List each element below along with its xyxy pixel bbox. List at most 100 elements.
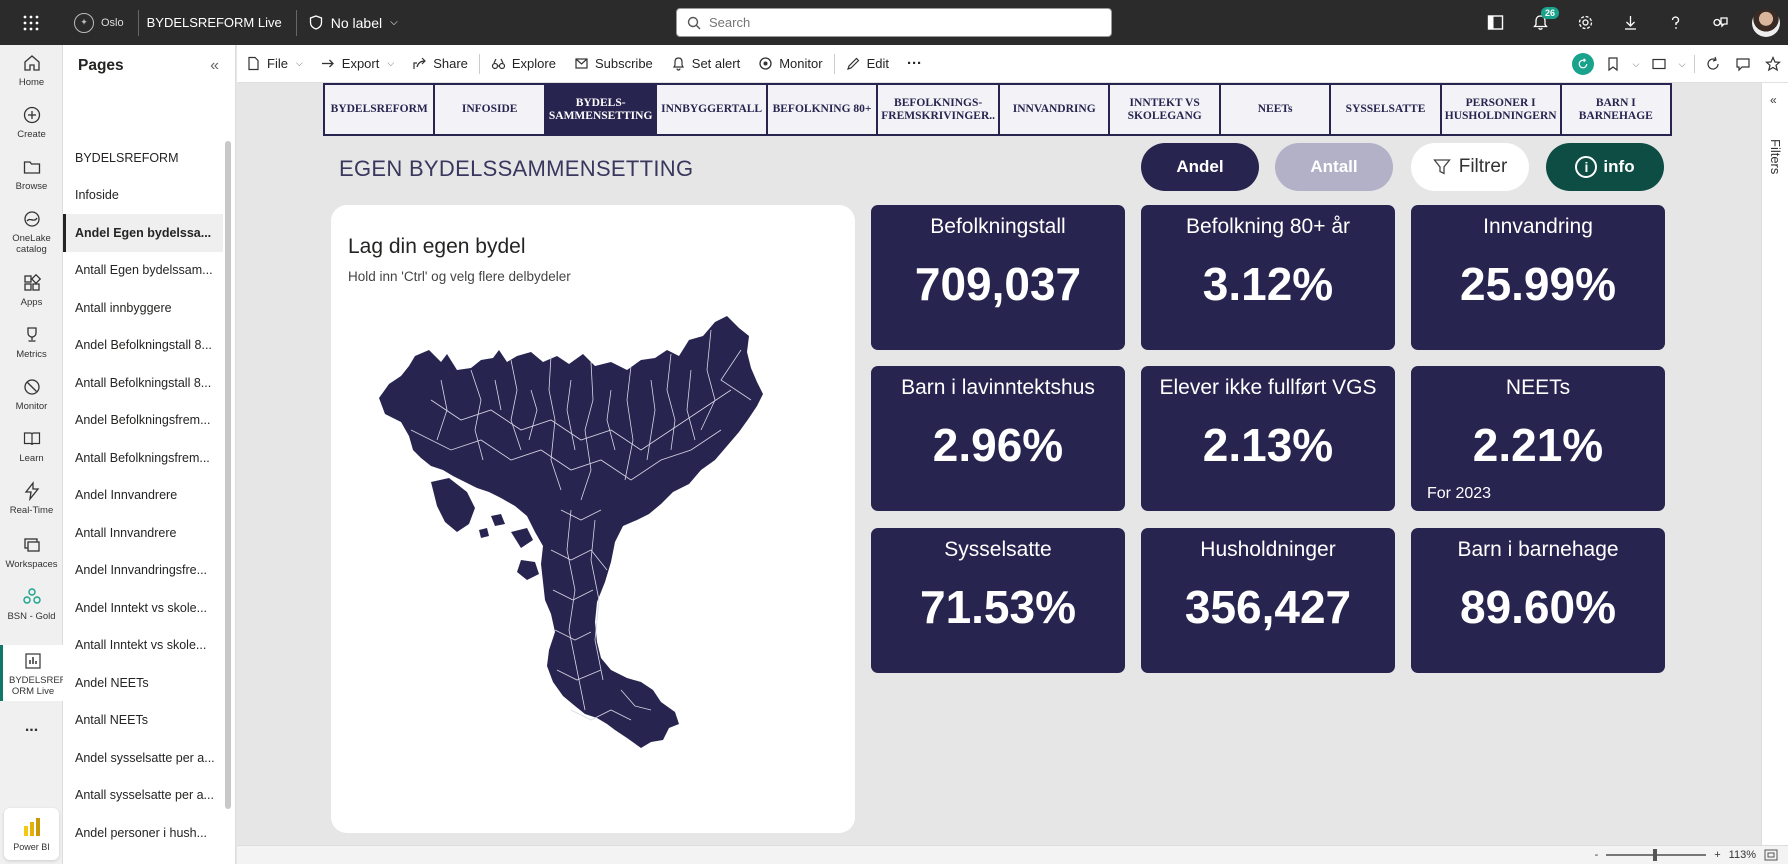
oslo-district-map[interactable] xyxy=(371,310,811,790)
rail-browse[interactable]: Browse xyxy=(0,157,63,192)
app-launcher-icon[interactable] xyxy=(0,0,62,45)
comment-icon[interactable] xyxy=(1728,45,1758,83)
panel-toggle-icon[interactable] xyxy=(1473,0,1518,45)
reload-icon[interactable] xyxy=(1698,45,1728,83)
kpi-card[interactable]: NEETs 2.21% For 2023 xyxy=(1411,366,1665,511)
more-options-button[interactable]: ··· xyxy=(906,55,922,72)
notifications-bell-icon[interactable]: 26 xyxy=(1518,0,1563,45)
chevron-down-icon[interactable]: ⌵ xyxy=(1678,58,1686,69)
report-title[interactable]: BYDELSREFORM Live xyxy=(146,15,282,30)
favorite-star-icon[interactable] xyxy=(1758,45,1788,83)
refresh-status-button[interactable] xyxy=(1568,45,1598,83)
rail-apps[interactable]: Apps xyxy=(0,273,63,308)
report-nav-tab[interactable]: INNBYGGERTALL xyxy=(657,85,768,134)
rail-current-report[interactable]: BYDELSREF ORM Live xyxy=(0,645,66,701)
report-nav-tab[interactable]: BEFOLKNING 80+ xyxy=(767,85,879,134)
rail-more-button[interactable]: ... xyxy=(24,718,39,735)
rail-bsn-gold[interactable]: BSN - Gold xyxy=(0,587,63,622)
andel-button[interactable]: Andel xyxy=(1141,143,1259,191)
chevron-down-icon[interactable]: ⌵ xyxy=(1632,58,1640,69)
help-icon[interactable] xyxy=(1653,0,1698,45)
report-nav-tab[interactable]: SYSSELSATTE xyxy=(1331,85,1442,134)
bookmark-icon[interactable] xyxy=(1598,45,1628,83)
search-input[interactable] xyxy=(709,15,1089,30)
report-nav-tab[interactable]: BARN I BARNEHAGE xyxy=(1561,85,1670,134)
subscribe-button[interactable]: Subscribe xyxy=(565,45,662,83)
kpi-card[interactable]: Befolkning 80+ år 3.12% xyxy=(1141,205,1395,350)
kpi-card[interactable]: Sysselsatte 71.53% xyxy=(871,528,1125,673)
rail-home[interactable]: Home xyxy=(0,53,63,88)
map-shape-group[interactable] xyxy=(379,316,763,748)
page-list-item[interactable]: Antall innbyggere xyxy=(75,300,172,315)
search-box[interactable] xyxy=(676,8,1112,37)
map-island[interactable] xyxy=(431,478,475,532)
map-island[interactable] xyxy=(511,528,533,548)
page-list-item[interactable]: Andel Egen bydelssa... xyxy=(63,214,223,252)
kpi-card[interactable]: Befolkningstall 709,037 xyxy=(871,205,1125,350)
report-nav-tab[interactable]: BYDELSREFORM xyxy=(325,85,436,134)
report-nav-tab[interactable]: INFOSIDE xyxy=(435,85,546,134)
report-nav-tab[interactable]: INNTEKT VS SKOLEGANG xyxy=(1110,85,1221,134)
page-list-item[interactable]: Andel Innvandringsfre... xyxy=(75,563,208,578)
zoom-in-button[interactable]: + xyxy=(1714,849,1721,861)
org-logo[interactable]: ✦ Oslo xyxy=(62,0,138,45)
export-menu[interactable]: Export ⌵ xyxy=(312,45,403,83)
feedback-share-icon[interactable] xyxy=(1698,0,1743,45)
powerbi-switcher[interactable]: Power BI xyxy=(4,808,59,860)
user-avatar[interactable] xyxy=(1743,0,1788,45)
info-button[interactable]: i info xyxy=(1546,143,1664,191)
page-list-item[interactable]: Andel Innvandrere xyxy=(75,488,178,503)
filters-pane-collapsed[interactable]: « Filters xyxy=(1761,83,1788,845)
rail-onelake[interactable]: OneLake catalog xyxy=(0,209,63,255)
page-list-item[interactable]: Antall NEETs xyxy=(75,713,148,728)
expand-filters-icon[interactable]: « xyxy=(1770,93,1777,107)
view-icon[interactable] xyxy=(1644,45,1674,83)
rail-metrics[interactable]: Metrics xyxy=(0,325,63,360)
fit-to-page-icon[interactable] xyxy=(1764,849,1778,861)
set-alert-button[interactable]: Set alert xyxy=(662,45,749,83)
settings-gear-icon[interactable] xyxy=(1563,0,1608,45)
map-outline[interactable] xyxy=(379,316,763,748)
page-list-item[interactable]: Andel sysselsatte per a... xyxy=(75,750,215,765)
explore-button[interactable]: Explore xyxy=(482,45,565,83)
report-nav-tab[interactable]: NEETs xyxy=(1220,85,1332,134)
page-list-item[interactable]: Antall sysselsatte per a... xyxy=(75,788,214,803)
zoom-slider[interactable] xyxy=(1606,849,1707,861)
file-menu[interactable]: File ⌵ xyxy=(237,45,312,83)
page-list-item[interactable]: Andel Befolkningstall 8... xyxy=(75,338,212,353)
kpi-card[interactable]: Husholdninger 356,427 xyxy=(1141,528,1395,673)
report-nav-tab[interactable]: BYDELS-SAMMENSETTING xyxy=(545,85,658,134)
share-button[interactable]: Share xyxy=(403,45,477,83)
page-list-item[interactable]: Antall Innvandrere xyxy=(75,525,177,540)
sensitivity-label-button[interactable]: No label ⌵ xyxy=(297,15,410,31)
rail-create[interactable]: Create xyxy=(0,105,63,140)
antall-button[interactable]: Antall xyxy=(1275,143,1393,191)
edit-button[interactable]: Edit xyxy=(837,45,898,83)
zoom-slider-thumb[interactable] xyxy=(1653,849,1658,861)
zoom-out-button[interactable]: - xyxy=(1594,849,1599,861)
page-list-item[interactable]: BYDELSREFORM xyxy=(75,150,179,165)
page-list-item[interactable]: Antall Egen bydelssam... xyxy=(75,263,213,278)
kpi-card[interactable]: Barn i barnehage 89.60% xyxy=(1411,528,1665,673)
map-island[interactable] xyxy=(479,528,489,538)
report-nav-tab[interactable]: PERSONER I HUSHOLDNINGERN xyxy=(1441,85,1562,134)
report-nav-tab[interactable]: BEFOLKNINGS-FREMSKRIVINGER.. xyxy=(878,85,1000,134)
kpi-card[interactable]: Elever ikke fullført VGS 2.13% xyxy=(1141,366,1395,511)
page-list-item[interactable]: Andel personer i hush... xyxy=(75,825,208,840)
collapse-pane-icon[interactable]: « xyxy=(210,57,219,74)
page-list-item[interactable]: Antall Befolkningstall 8... xyxy=(75,375,212,390)
map-island[interactable] xyxy=(491,514,505,526)
rail-workspaces[interactable]: Workspaces xyxy=(0,535,63,570)
page-list-item[interactable]: Andel Inntekt vs skole... xyxy=(75,600,208,615)
page-list-item[interactable]: Antall personer i hush... xyxy=(63,852,223,864)
kpi-card[interactable]: Innvandring 25.99% xyxy=(1411,205,1665,350)
page-list-item[interactable]: Andel NEETs xyxy=(75,675,149,690)
filtrer-button[interactable]: Filtrer xyxy=(1411,143,1529,191)
monitor-button[interactable]: Monitor xyxy=(749,45,831,83)
rail-learn[interactable]: Learn xyxy=(0,429,63,464)
map-island[interactable] xyxy=(517,560,539,580)
kpi-card[interactable]: Barn i lavinntektshus 2.96% xyxy=(871,366,1125,511)
page-list-item[interactable]: Infoside xyxy=(75,188,119,203)
page-list-item[interactable]: Andel Befolkningsfrem... xyxy=(75,413,211,428)
report-nav-tab[interactable]: INNVANDRING xyxy=(1000,85,1111,134)
